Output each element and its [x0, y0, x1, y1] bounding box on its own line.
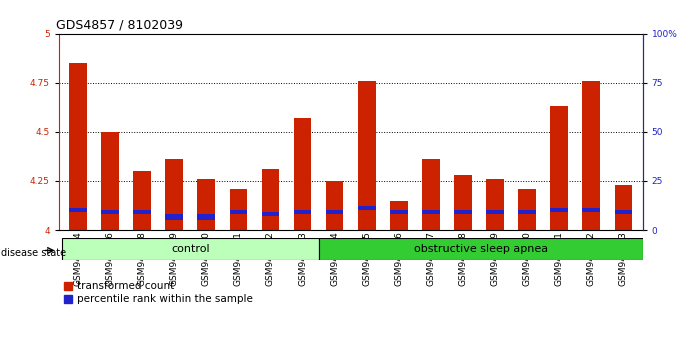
Text: obstructive sleep apnea: obstructive sleep apnea — [413, 244, 548, 254]
Bar — [454, 210, 472, 215]
Bar — [551, 209, 568, 212]
Bar — [518, 210, 536, 215]
Bar — [165, 159, 183, 230]
Bar — [262, 212, 279, 216]
Bar — [133, 210, 151, 215]
Bar — [69, 207, 87, 212]
Bar — [551, 106, 568, 230]
Text: GDS4857 / 8102039: GDS4857 / 8102039 — [56, 18, 183, 31]
Bar — [198, 179, 215, 230]
Bar — [294, 118, 312, 230]
Text: control: control — [171, 244, 209, 254]
Bar — [614, 185, 632, 230]
Bar — [326, 181, 343, 230]
Text: disease state: disease state — [1, 248, 66, 258]
Bar — [319, 238, 643, 260]
Bar — [229, 210, 247, 215]
Bar — [486, 210, 504, 215]
Bar — [102, 132, 119, 230]
Bar — [422, 159, 439, 230]
Bar — [294, 210, 312, 215]
Bar — [390, 201, 408, 230]
Bar — [358, 206, 375, 211]
Bar — [358, 81, 375, 230]
Bar — [229, 189, 247, 230]
Bar — [133, 171, 151, 230]
Bar — [454, 175, 472, 230]
Bar — [583, 81, 600, 230]
Bar — [262, 169, 279, 230]
Bar — [102, 210, 119, 215]
Bar — [486, 179, 504, 230]
Bar — [198, 215, 215, 220]
Bar — [390, 210, 408, 215]
Bar — [422, 210, 439, 215]
Bar — [518, 189, 536, 230]
Legend: transformed count, percentile rank within the sample: transformed count, percentile rank withi… — [64, 281, 254, 304]
Bar — [69, 63, 87, 230]
Bar — [62, 238, 319, 260]
Bar — [614, 210, 632, 215]
Bar — [583, 209, 600, 212]
Bar — [326, 210, 343, 215]
Bar — [165, 215, 183, 220]
